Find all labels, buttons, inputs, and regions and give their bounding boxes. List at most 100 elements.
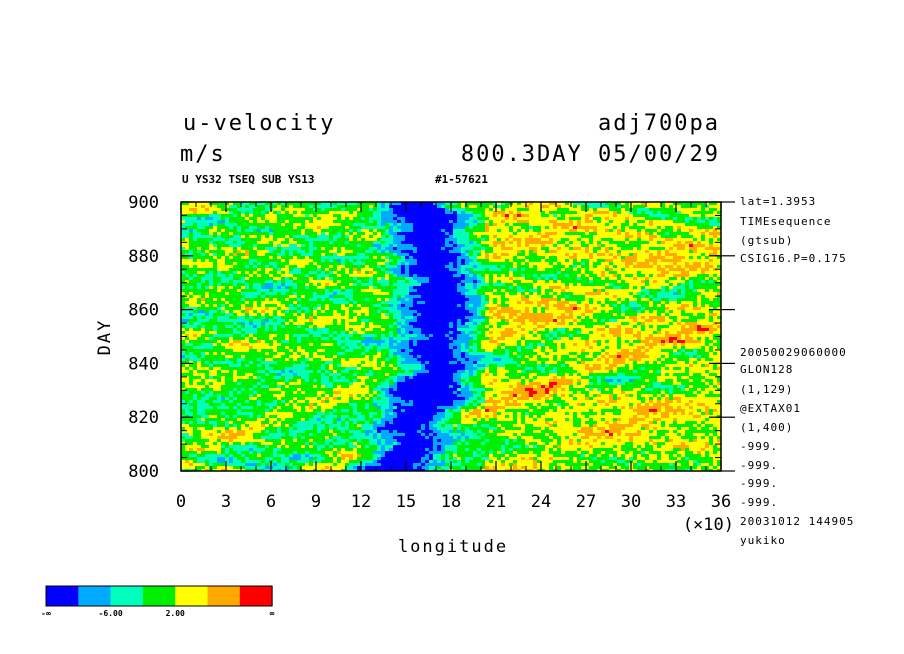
heatmap-cell (365, 211, 369, 214)
heatmap-cell (377, 286, 381, 289)
heatmap-cell (329, 244, 333, 247)
heatmap-cell (585, 304, 589, 307)
heatmap-cell (521, 211, 525, 214)
heatmap-cell (229, 229, 233, 232)
heatmap-cell (709, 250, 713, 253)
heatmap-cell (481, 208, 485, 211)
heatmap-cell (549, 310, 553, 313)
heatmap-cell (581, 256, 585, 259)
heatmap-cell (261, 292, 265, 295)
heatmap-cell (249, 238, 253, 241)
heatmap-cell (409, 286, 413, 289)
heatmap-cell (585, 265, 589, 268)
heatmap-cell (285, 250, 289, 253)
heatmap-cell (581, 253, 585, 256)
heatmap-cell (321, 283, 325, 286)
heatmap-cell (565, 211, 569, 214)
heatmap-cell (681, 265, 685, 268)
heatmap-cell (209, 268, 213, 271)
heatmap-cell (413, 310, 417, 313)
heatmap-cell (313, 226, 317, 229)
heatmap-cell (649, 256, 653, 259)
heatmap-cell (621, 232, 625, 235)
heatmap-cell (549, 289, 553, 292)
heatmap-cell (273, 298, 277, 301)
heatmap-cell (457, 229, 461, 232)
heatmap-cell (533, 202, 537, 205)
heatmap-cell (433, 295, 437, 298)
heatmap-cell (297, 277, 301, 280)
heatmap-cell (581, 283, 585, 286)
heatmap-cell (213, 241, 217, 244)
heatmap-cell (341, 244, 345, 247)
heatmap-cell (493, 265, 497, 268)
heatmap-cell (557, 271, 561, 274)
heatmap-cell (441, 256, 445, 259)
heatmap-cell (317, 253, 321, 256)
heatmap-cell (493, 304, 497, 307)
heatmap-cell (381, 277, 385, 280)
heatmap-cell (717, 250, 721, 253)
heatmap-cell (469, 295, 473, 298)
heatmap-cell (565, 256, 569, 259)
heatmap-cell (685, 286, 689, 289)
heatmap-cell (257, 214, 261, 217)
heatmap-cell (541, 250, 545, 253)
heatmap-cell (637, 298, 641, 301)
heatmap-cell (181, 205, 185, 208)
heatmap-cell (441, 253, 445, 256)
heatmap-cell (293, 268, 297, 271)
heatmap-cell (365, 262, 369, 265)
heatmap-cell (345, 244, 349, 247)
heatmap-cell (197, 244, 201, 247)
heatmap-cell (477, 262, 481, 265)
heatmap-cell (345, 256, 349, 259)
heatmap-cell (633, 256, 637, 259)
heatmap-cell (657, 268, 661, 271)
heatmap-cell (333, 298, 337, 301)
heatmap-cell (589, 247, 593, 250)
heatmap-cell (485, 244, 489, 247)
heatmap-cell (433, 208, 437, 211)
heatmap-cell (653, 235, 657, 238)
heatmap-cell (501, 304, 505, 307)
heatmap-cell (397, 202, 401, 205)
heatmap-cell (213, 292, 217, 295)
heatmap-cell (625, 301, 629, 304)
heatmap-cell (717, 202, 721, 205)
heatmap-cell (697, 271, 701, 274)
heatmap-cell (409, 283, 413, 286)
heatmap-cell (485, 205, 489, 208)
heatmap-cell (685, 220, 689, 223)
heatmap-cell (385, 205, 389, 208)
heatmap-cell (361, 205, 365, 208)
heatmap-cell (669, 271, 673, 274)
heatmap-cell (573, 238, 577, 241)
heatmap-cell (465, 274, 469, 277)
heatmap-cell (417, 283, 421, 286)
heatmap-cell (273, 226, 277, 229)
heatmap-cell (281, 262, 285, 265)
heatmap-cell (569, 208, 573, 211)
heatmap-cell (201, 232, 205, 235)
heatmap-cell (189, 280, 193, 283)
heatmap-cell (205, 259, 209, 262)
heatmap-cell (301, 286, 305, 289)
heatmap-cell (593, 259, 597, 262)
heatmap-cell (325, 304, 329, 307)
heatmap-cell (701, 241, 705, 244)
heatmap-cell (217, 238, 221, 241)
heatmap-cell (289, 250, 293, 253)
heatmap-cell (341, 292, 345, 295)
heatmap-cell (221, 295, 225, 298)
heatmap-cell (393, 244, 397, 247)
heatmap-cell (553, 229, 557, 232)
heatmap-cell (597, 286, 601, 289)
heatmap-cell (593, 232, 597, 235)
heatmap-cell (629, 229, 633, 232)
heatmap-cell (509, 226, 513, 229)
heatmap-cell (317, 238, 321, 241)
heatmap-cell (517, 259, 521, 262)
heatmap-cell (517, 307, 521, 310)
heatmap-cell (529, 238, 533, 241)
